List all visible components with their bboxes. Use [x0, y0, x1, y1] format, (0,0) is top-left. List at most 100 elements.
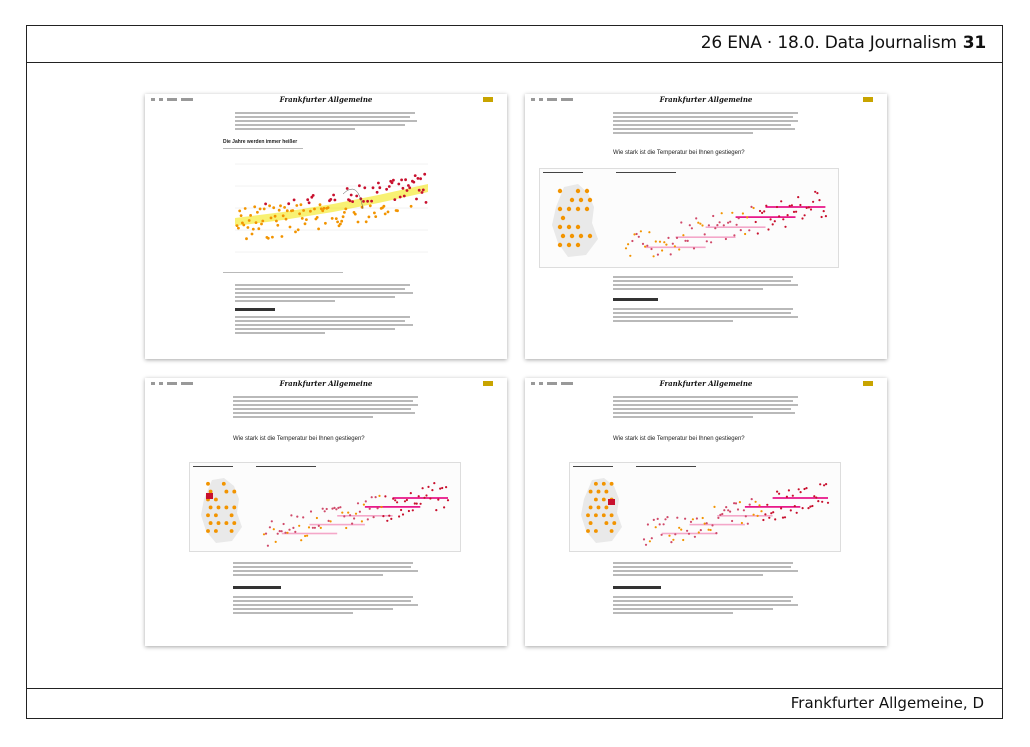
chart-dot [795, 511, 798, 514]
germany-map[interactable] [194, 475, 250, 547]
chart-dot [330, 217, 334, 220]
chart-dot [609, 481, 614, 486]
chart-dot [795, 210, 798, 213]
chart-dot [817, 500, 820, 503]
chart-dot [370, 496, 373, 499]
chart-dot [278, 530, 281, 533]
chart-dot [364, 500, 367, 503]
chart-dot [601, 481, 606, 486]
chart-dot [245, 237, 248, 241]
source-credit: Frankfurter Allgemeine, D [790, 694, 984, 712]
chart-dot [288, 528, 291, 531]
chart-dot [688, 224, 691, 227]
chart-dot [824, 215, 827, 218]
chart-dot [587, 197, 593, 203]
chart-dot [351, 200, 354, 203]
chart-dot [639, 230, 642, 233]
chart-dot [684, 239, 687, 242]
germany-map[interactable] [544, 181, 608, 261]
chart-dot [797, 196, 800, 199]
temperature-scatter-chart [235, 163, 428, 253]
chart-dot [584, 188, 590, 194]
chart-dot [232, 521, 237, 526]
chart-dot [276, 223, 280, 227]
range-bar [705, 226, 766, 228]
chart-dot [790, 204, 793, 207]
chart-dot [652, 255, 655, 258]
chart-dot [344, 207, 348, 211]
range-bar [392, 497, 448, 499]
chart-dot [358, 510, 361, 513]
chart-dot [407, 509, 410, 513]
chart-dot [300, 539, 303, 542]
chart-dot [814, 190, 817, 193]
chart-dot [417, 495, 420, 498]
chart-dot [349, 514, 352, 517]
chart-dot [725, 506, 728, 509]
chart-dot [733, 502, 736, 505]
chart-dot [792, 210, 796, 213]
chart-dot [371, 186, 375, 190]
chart-dot [347, 511, 350, 514]
chart-dot [431, 489, 434, 492]
chart-dot [382, 204, 386, 208]
chart-dot [778, 492, 781, 495]
chart-dot [401, 513, 405, 516]
chart-dot [213, 529, 218, 533]
interactive-panel[interactable] [539, 168, 839, 268]
range-bar [281, 532, 338, 535]
germany-map[interactable] [574, 475, 630, 547]
chart-dot [246, 226, 250, 229]
chart-dot [339, 222, 342, 226]
chart-dot [439, 487, 442, 490]
chart-dot [345, 526, 348, 530]
chart-dot [254, 221, 258, 224]
chart-dot [420, 191, 424, 194]
chart-dot [336, 220, 339, 224]
chart-dot [216, 505, 221, 510]
chart-dot [277, 208, 281, 212]
chart-dot [633, 233, 636, 236]
chart-dot [722, 224, 725, 227]
chart-dot [699, 529, 702, 532]
chart-dot [433, 482, 436, 485]
chart-dot [758, 504, 761, 507]
chart-dot [680, 221, 683, 224]
chart-dot [238, 209, 242, 213]
chart-dot [662, 523, 665, 526]
chart-dot [268, 204, 271, 208]
chart-dot [290, 514, 293, 517]
chart-dot [424, 201, 428, 204]
chart-dot [654, 526, 657, 529]
chart-dot [774, 518, 777, 521]
range-bar [744, 506, 801, 508]
chart-dot [763, 210, 766, 213]
chart-dot [354, 512, 358, 515]
chart-dot [412, 180, 416, 184]
chart-dot [729, 220, 732, 223]
screenshot-temperature-map: Frankfurter Allgemeine Wie stark ist die… [145, 378, 507, 646]
site-topbar: Frankfurter Allgemeine [525, 94, 887, 106]
chart-dot [671, 242, 674, 245]
chart-dot [250, 232, 254, 236]
chart-dot [791, 494, 794, 497]
chart-dot [296, 515, 299, 518]
question-heading: Wie stark ist die Temperatur bei Ihnen g… [613, 150, 745, 156]
chart-dot [386, 519, 389, 522]
chart-dot [575, 242, 581, 248]
chart-dot [273, 214, 277, 218]
chart-dot [596, 505, 601, 510]
chart-dot [588, 521, 593, 526]
interactive-panel[interactable] [569, 462, 841, 552]
chart-dot [756, 514, 759, 517]
chart-dot [405, 189, 409, 192]
chart-dot [799, 203, 802, 207]
chart-dot [578, 233, 584, 239]
slide-title-text: 26 ENA · 18.0. Data Journalism [700, 33, 957, 53]
page-number: 31 [962, 33, 986, 53]
chart-dot [299, 203, 303, 207]
chart-dot [419, 502, 422, 505]
chart-dot [812, 200, 815, 203]
chart-dot [400, 178, 403, 182]
interactive-panel[interactable] [189, 462, 461, 552]
